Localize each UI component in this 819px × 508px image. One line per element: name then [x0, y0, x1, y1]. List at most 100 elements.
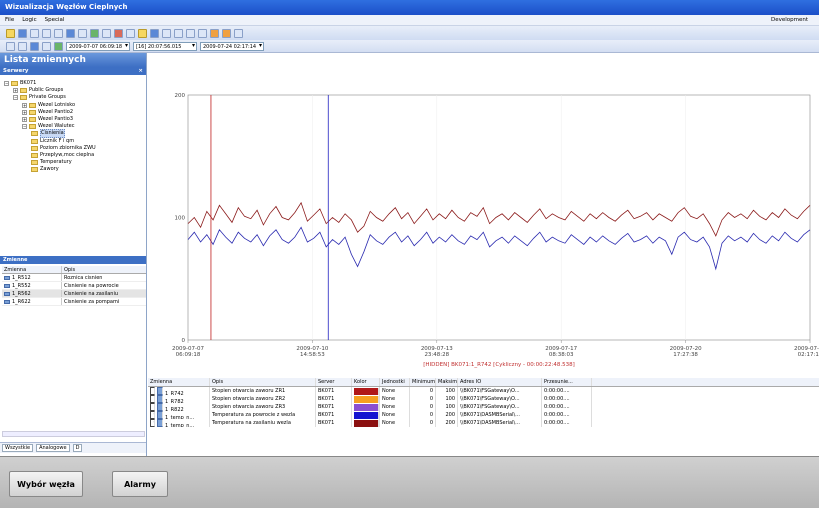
close-icon[interactable]: ×	[138, 68, 143, 74]
grid-cell-color	[352, 403, 380, 411]
play-icon[interactable]	[30, 41, 39, 51]
analog-icon	[4, 291, 10, 296]
table-row[interactable]: 1_R552 Cisnienie na powrocie	[2, 282, 146, 290]
grid-column-header[interactable]: Jednostki	[380, 378, 410, 386]
print-icon[interactable]	[30, 28, 39, 38]
grid-column-header[interactable]: Adres IO	[458, 378, 542, 386]
layout-icon[interactable]	[78, 28, 87, 38]
trend-chart[interactable]: 200 100 0 2009-07-07 06:09:18 2009-07-10 14:58…	[148, 53, 819, 378]
grid-column-header[interactable]: Kolor	[352, 378, 380, 386]
column-header-zmienna[interactable]: Zmienna	[2, 266, 62, 273]
tree-node[interactable]: Przeplyw,moc cieplna	[31, 152, 94, 159]
chart-icon[interactable]	[90, 28, 99, 38]
pan-icon[interactable]	[138, 28, 147, 38]
table-icon[interactable]	[198, 28, 207, 38]
visibility-checkbox[interactable]: ✓	[150, 411, 155, 419]
table-row[interactable]: 1_R562 Cisnienie na zasilaniu	[2, 290, 146, 298]
menu-logic[interactable]: Logic	[22, 17, 37, 23]
grid-icon[interactable]	[66, 28, 75, 38]
forward-icon[interactable]	[42, 41, 51, 51]
tab-analog[interactable]: Analogowe	[36, 444, 70, 452]
open-icon[interactable]	[6, 28, 15, 38]
duration-select[interactable]: [16] 20:07:56.015	[133, 41, 197, 51]
table-row[interactable]: ✓ 1_temp_n... Temperatura za powrocie z we…	[148, 411, 819, 419]
tree-node[interactable]: + Wezel Pantio3	[22, 116, 73, 123]
cursor-icon[interactable]	[102, 28, 111, 38]
zoom-in-icon[interactable]	[162, 28, 171, 38]
tree-node[interactable]: − BK071	[4, 80, 36, 87]
tree-node-label: Wezel Lotnisko	[38, 101, 76, 108]
menu-file[interactable]: File	[5, 17, 15, 23]
tree-node[interactable]: Cisnienia	[31, 129, 65, 139]
expand-icon[interactable]: +	[22, 117, 27, 122]
tree-node[interactable]: − Wezel Walutec	[22, 123, 74, 130]
copy-icon[interactable]	[42, 28, 51, 38]
grid-column-header[interactable]: Minimum	[412, 378, 436, 386]
visibility-checkbox[interactable]	[150, 387, 155, 395]
expand-icon[interactable]: +	[13, 88, 18, 94]
grid-column-header[interactable]: Opis	[210, 378, 316, 386]
tree-node[interactable]: Temperatury	[31, 159, 72, 166]
horizontal-scrollbar[interactable]	[2, 431, 145, 437]
table-row[interactable]: ✓ 1_temp_n... Temperatura na zasilaniu wez…	[148, 419, 819, 427]
tree-node[interactable]: − Private Groups	[13, 94, 66, 101]
table-row[interactable]: 1_R512 Roznica cisnien	[2, 274, 146, 282]
expand-icon[interactable]: −	[22, 124, 27, 130]
grid-cell-color	[352, 419, 380, 427]
pen-icon[interactable]	[114, 28, 123, 38]
refresh-icon[interactable]	[54, 41, 63, 51]
save-icon[interactable]	[18, 28, 27, 38]
visibility-checkbox[interactable]	[150, 403, 155, 411]
tree-node[interactable]: Zawory	[31, 166, 59, 173]
settings-icon[interactable]	[234, 28, 243, 38]
table-row[interactable]: 1_R742 Stopien otwarcia zaworu ZR1 BK071 No…	[148, 387, 819, 395]
tab-all[interactable]: Wszystkie	[2, 444, 34, 452]
rewind-icon[interactable]	[6, 41, 15, 51]
fit-icon[interactable]	[186, 28, 195, 38]
zoom-out-icon[interactable]	[174, 28, 183, 38]
tree-node[interactable]: Licznik F i qm	[31, 138, 74, 145]
grid-column-header[interactable]: Zmienna	[148, 378, 210, 386]
grid-column-header[interactable]: Server	[316, 378, 352, 386]
grid-column-header[interactable]: Maksim...	[438, 378, 458, 386]
table-row[interactable]: 1_R622 Cisnienie za pompami	[2, 298, 146, 306]
menu-development[interactable]: Development	[770, 17, 808, 23]
color-swatch[interactable]	[354, 387, 379, 395]
expand-icon[interactable]: +	[22, 109, 27, 115]
expand-icon[interactable]: −	[4, 81, 9, 86]
end-time-select[interactable]: 2009-07-24 02:17:14	[200, 41, 264, 51]
table-row[interactable]: 1_R782 Stopien otwarcia zaworu ZR2 BK071 No…	[148, 395, 819, 403]
x-tick-label: 23:48:28	[424, 352, 449, 358]
visibility-checkbox[interactable]	[150, 395, 155, 403]
expand-icon[interactable]: −	[13, 95, 18, 101]
table-row[interactable]: 1_R822 Stopien otwarcia zaworu ZR3 BK071 No…	[148, 403, 819, 411]
tree-node[interactable]: + Public Groups	[13, 87, 63, 94]
tree-node-label: Wezel Pantio3	[38, 116, 74, 122]
start-time-select[interactable]: 2009-07-07 06:09:18	[66, 41, 130, 51]
tree-node[interactable]: + Wezel Lotnisko	[22, 102, 75, 109]
zoom-icon[interactable]	[126, 28, 135, 38]
color-swatch[interactable]	[354, 419, 379, 427]
back-icon[interactable]	[18, 41, 27, 51]
alarms-button[interactable]: Alarmy	[112, 471, 168, 497]
select-node-button[interactable]: Wybór węzła	[9, 471, 83, 497]
color-swatch[interactable]	[354, 395, 379, 403]
menu-special[interactable]: Special	[44, 17, 65, 23]
paste-icon[interactable]	[54, 28, 63, 38]
color-swatch[interactable]	[354, 411, 379, 419]
grid-column-header[interactable]: Przesunie...	[542, 378, 592, 386]
expand-icon[interactable]: +	[22, 102, 27, 108]
variables-table: Zmienna Opis 1_R512 Roznica cisnien 1_R552…	[2, 266, 146, 306]
visibility-checkbox[interactable]: ✓	[150, 419, 155, 427]
color-swatch[interactable]	[354, 403, 379, 411]
highlight-icon[interactable]	[210, 28, 219, 38]
tab-digital[interactable]: D	[72, 444, 83, 452]
column-header-opis[interactable]: Opis	[64, 267, 76, 273]
select-icon[interactable]	[150, 28, 159, 38]
tree-node[interactable]: Poziom zbiornika ZWU	[31, 145, 96, 152]
x-tick-label: 17:27:38	[673, 352, 698, 358]
grid-cell-min: 0	[410, 419, 436, 427]
export-icon[interactable]	[222, 28, 231, 38]
tree-node[interactable]: + Wezel Pantio2	[22, 109, 73, 116]
